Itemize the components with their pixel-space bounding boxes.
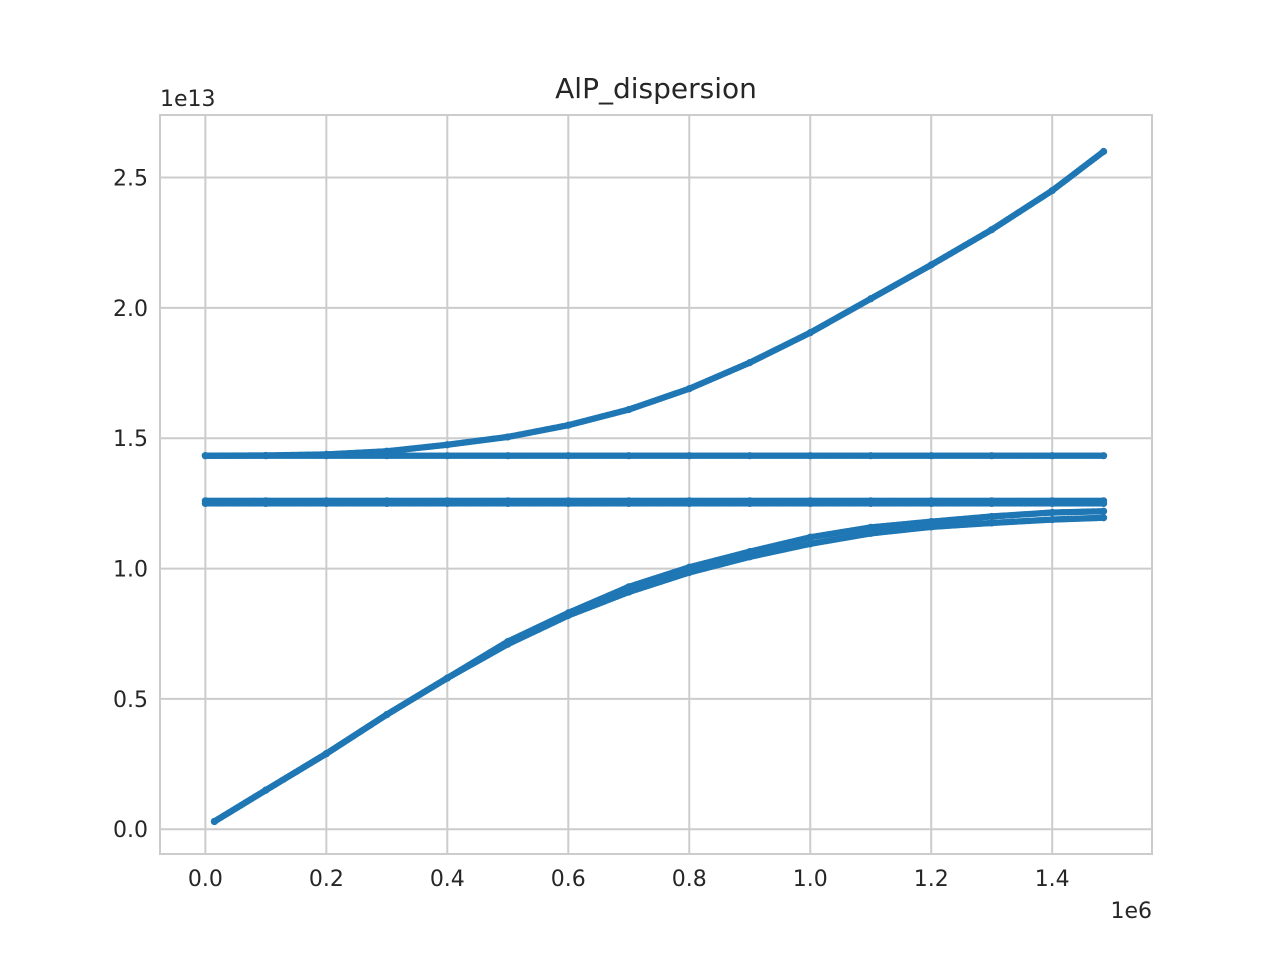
x-tick-label: 0.2 bbox=[309, 867, 344, 892]
x-multiplier-label: 1e6 bbox=[1110, 899, 1152, 924]
x-tick-label: 0.4 bbox=[430, 867, 465, 892]
data-point-marker bbox=[1100, 514, 1107, 521]
grid-lines bbox=[160, 115, 1152, 854]
y-tick-label: 1.5 bbox=[113, 427, 148, 452]
x-tick-label: 0.6 bbox=[551, 867, 586, 892]
x-tick-label: 1.4 bbox=[1035, 867, 1070, 892]
y-tick-label: 1.0 bbox=[113, 558, 148, 583]
y-tick-label: 2.5 bbox=[113, 167, 148, 192]
y-tick-label: 0.0 bbox=[113, 818, 148, 843]
y-tick-label: 0.5 bbox=[113, 688, 148, 713]
plot-frame bbox=[159, 114, 1153, 855]
plot-area bbox=[160, 115, 1152, 854]
data-points bbox=[201, 147, 1108, 826]
data-point-marker bbox=[1100, 500, 1107, 507]
tick-labels: 0.0 0.2 0.4 0.6 0.8 1.0 1.2 1.4 0.0 0.5 1.0 1.5 2.0 2… bbox=[113, 167, 1070, 892]
x-tick-label: 0.0 bbox=[188, 867, 223, 892]
x-tick-label: 0.8 bbox=[672, 867, 707, 892]
chart-title: AlP_dispersion bbox=[555, 72, 757, 105]
data-point-marker bbox=[1100, 452, 1107, 459]
data-point-marker bbox=[1100, 148, 1107, 155]
y-tick-label: 2.0 bbox=[113, 297, 148, 322]
x-tick-label: 1.2 bbox=[914, 867, 949, 892]
y-multiplier-label: 1e13 bbox=[160, 87, 216, 112]
x-tick-label: 1.0 bbox=[793, 867, 828, 892]
data-point-marker bbox=[1100, 508, 1107, 515]
